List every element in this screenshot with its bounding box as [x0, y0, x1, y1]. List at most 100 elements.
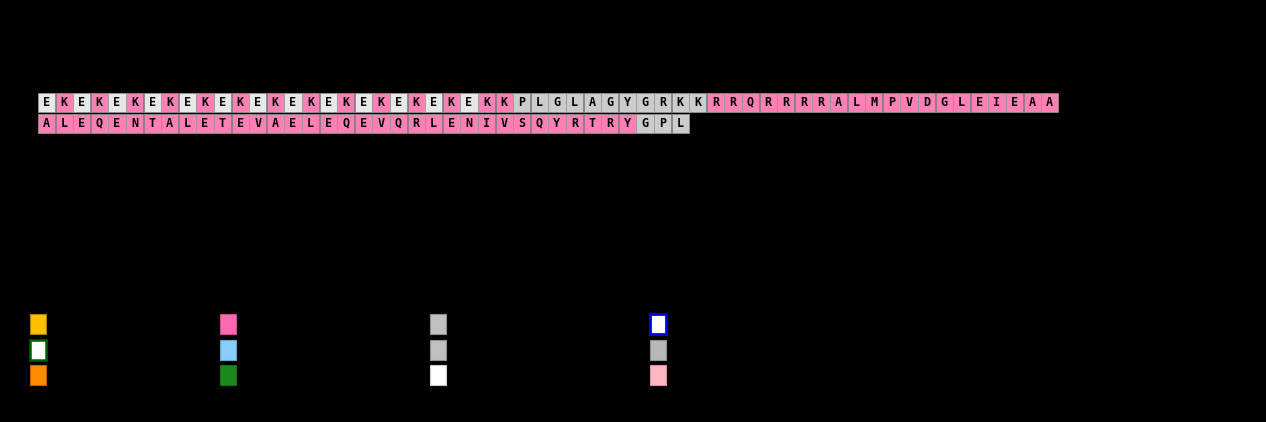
Text: R: R [571, 117, 579, 130]
Bar [760, 93, 777, 111]
Bar [513, 114, 530, 133]
Text: G: G [642, 96, 648, 109]
Bar [390, 93, 408, 111]
Text: A: A [589, 96, 596, 109]
Bar [161, 93, 179, 111]
Bar [232, 114, 248, 133]
Text: N: N [130, 117, 138, 130]
Bar [649, 365, 666, 385]
Bar [989, 93, 1005, 111]
Text: E: E [184, 96, 191, 109]
Text: R: R [765, 96, 772, 109]
Text: E: E [201, 117, 209, 130]
Bar [179, 114, 196, 133]
Text: E: E [114, 117, 120, 130]
Text: K: K [500, 96, 508, 109]
Bar [214, 93, 232, 111]
Text: R: R [660, 96, 666, 109]
Bar [214, 114, 232, 133]
Bar [724, 93, 742, 111]
Bar [319, 114, 337, 133]
Text: S: S [518, 117, 525, 130]
Bar [882, 93, 900, 111]
Text: T: T [589, 117, 596, 130]
Bar [530, 114, 548, 133]
Bar [1006, 93, 1023, 111]
Text: A: A [1046, 96, 1053, 109]
Text: K: K [377, 96, 385, 109]
Text: R: R [606, 117, 613, 130]
Bar [408, 93, 424, 111]
Text: L: L [306, 117, 314, 130]
Bar [689, 93, 706, 111]
Text: E: E [360, 117, 367, 130]
Bar [813, 93, 829, 111]
Text: K: K [694, 96, 701, 109]
Text: R: R [818, 96, 824, 109]
Text: K: K [306, 96, 314, 109]
Text: E: E [466, 96, 472, 109]
Bar [584, 93, 600, 111]
Text: L: L [430, 117, 437, 130]
Text: L: L [61, 117, 67, 130]
Bar [936, 93, 953, 111]
Bar [372, 114, 390, 133]
Text: E: E [219, 96, 227, 109]
Bar [430, 340, 446, 360]
Bar [548, 114, 566, 133]
Bar [372, 93, 390, 111]
Bar [513, 93, 530, 111]
Text: Y: Y [553, 117, 561, 130]
Text: A: A [43, 117, 51, 130]
Text: Q: Q [96, 117, 103, 130]
Bar [425, 114, 442, 133]
Bar [479, 93, 495, 111]
Bar [742, 93, 760, 111]
Text: K: K [61, 96, 67, 109]
Bar [249, 93, 266, 111]
Bar [900, 93, 918, 111]
Bar [161, 114, 179, 133]
Text: L: L [852, 96, 860, 109]
Bar [220, 314, 235, 334]
Text: R: R [800, 96, 806, 109]
Bar [220, 340, 235, 360]
Bar [109, 93, 125, 111]
Bar [390, 114, 408, 133]
Bar [795, 93, 812, 111]
Bar [671, 93, 689, 111]
Bar [267, 114, 284, 133]
Text: E: E [148, 96, 156, 109]
Bar [671, 114, 689, 133]
Bar [918, 93, 936, 111]
Text: G: G [553, 96, 561, 109]
Bar [548, 93, 566, 111]
Bar [285, 114, 301, 133]
Bar [127, 114, 143, 133]
Bar [566, 114, 584, 133]
Bar [354, 114, 372, 133]
Text: Q: Q [395, 117, 403, 130]
Text: Y: Y [624, 117, 630, 130]
Bar [649, 314, 666, 334]
Bar [1024, 93, 1041, 111]
Text: K: K [448, 96, 454, 109]
Text: A: A [836, 96, 842, 109]
Bar [127, 93, 143, 111]
Bar [495, 114, 513, 133]
Text: K: K [237, 96, 244, 109]
Bar [584, 114, 600, 133]
Bar [143, 93, 161, 111]
Text: G: G [941, 96, 948, 109]
Bar [649, 340, 666, 360]
Bar [220, 365, 235, 385]
Text: Q: Q [747, 96, 755, 109]
Text: G: G [606, 96, 613, 109]
Bar [637, 114, 653, 133]
Text: K: K [130, 96, 138, 109]
Text: E: E [43, 96, 51, 109]
Text: K: K [676, 96, 684, 109]
Bar [91, 93, 108, 111]
Text: E: E [430, 96, 437, 109]
Bar [30, 365, 46, 385]
